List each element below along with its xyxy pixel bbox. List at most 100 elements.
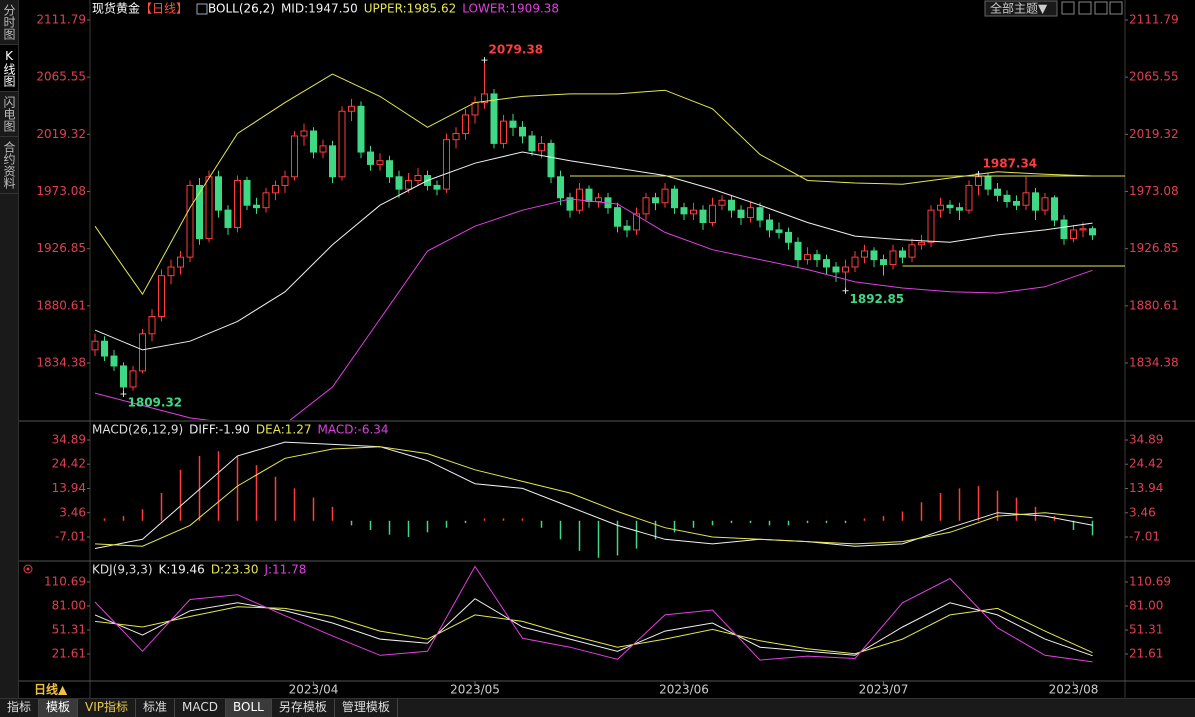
candle-body: [101, 340, 108, 357]
toolbar-icons[interactable]: [1061, 1, 1123, 15]
y-tick-label: 1834.38: [1129, 356, 1179, 370]
legend-text: K:19.46: [159, 563, 205, 577]
extreme-marker: [842, 287, 849, 294]
x-tick-label: 2023/05: [450, 683, 500, 697]
x-tick-label: 2023/08: [1049, 683, 1099, 697]
kdj-icon: [23, 564, 33, 574]
period-button[interactable]: 日线▲: [34, 682, 68, 697]
bottom-tab[interactable]: 管理模板: [335, 699, 398, 717]
y-tick-label: 1880.61: [1129, 298, 1179, 312]
y-tick-label: 81.00: [1129, 598, 1163, 612]
candle-body: [243, 179, 251, 206]
legend-text: BOLL(26,2): [208, 2, 275, 16]
bottom-tab[interactable]: MACD: [175, 699, 227, 717]
theme-button[interactable]: [984, 0, 1058, 17]
candle-body: [880, 259, 887, 266]
side-tab[interactable]: K线图: [0, 45, 18, 92]
candle-body: [1032, 192, 1039, 211]
candle-body: [300, 130, 308, 137]
candle-body: [348, 105, 355, 112]
y-tick-label: 1834.38: [36, 356, 86, 370]
candle-body: [272, 184, 279, 194]
price-panel: [91, 60, 1125, 420]
extreme-label: 1987.34: [983, 156, 1038, 170]
indicator-line: [94, 446, 1093, 547]
candle-body: [224, 209, 232, 228]
bottom-tab[interactable]: VIP指标: [78, 699, 137, 717]
indicator-line: [94, 151, 1093, 351]
side-tab[interactable]: 闪电图: [0, 92, 18, 137]
x-tick-label: 2023/07: [859, 683, 909, 697]
candle-body: [918, 241, 925, 246]
indicator-line: [94, 73, 1093, 296]
legend-text: LOWER:1909.38: [462, 2, 559, 16]
theme-button-label[interactable]: 全部主题▼: [990, 1, 1048, 16]
candle-body: [785, 231, 792, 243]
candle-body: [196, 184, 203, 240]
candle-body: [215, 176, 222, 211]
candle-body: [310, 130, 317, 153]
candle-body: [139, 333, 146, 372]
candle-body: [490, 93, 498, 144]
candle-body: [680, 207, 688, 215]
candle-body: [766, 219, 773, 231]
legend-text: KDJ(9,3,3): [92, 563, 153, 577]
candle-body: [642, 197, 650, 215]
candle-body: [1070, 229, 1077, 240]
y-tick-label: 1973.08: [1129, 184, 1179, 198]
indicator-line: [94, 606, 1093, 655]
candle-body: [509, 120, 517, 128]
legend-text: MID:1947.50: [281, 2, 358, 16]
y-tick-label: 3.46: [59, 505, 86, 519]
legend-text: J:11.78: [263, 563, 306, 577]
indicator-line: [94, 441, 1093, 549]
candle-body: [91, 340, 99, 351]
y-tick-label: 24.42: [52, 457, 86, 471]
bottom-tab[interactable]: 模板: [39, 699, 79, 717]
candle-body: [994, 188, 1001, 196]
candle-body: [671, 188, 678, 209]
candle-body: [262, 192, 270, 209]
legend-text: DEA:1.27: [256, 423, 312, 437]
y-tick-label: 1926.85: [36, 241, 86, 255]
candle-body: [870, 250, 878, 261]
y-tick-label: 13.94: [1129, 481, 1163, 495]
y-tick-label: 2111.79: [36, 13, 86, 27]
bottom-tab[interactable]: 标准: [136, 699, 176, 717]
y-tick-label: 110.69: [44, 575, 86, 589]
candle-body: [129, 370, 137, 388]
candle-body: [690, 209, 697, 215]
legend-text: 现货黄金: [92, 1, 140, 16]
candle-body: [234, 179, 241, 228]
candle-body: [775, 229, 783, 233]
candle-body: [120, 365, 127, 388]
candle-body: [1041, 197, 1049, 211]
candle-body: [338, 110, 346, 178]
candle-body: [291, 135, 298, 178]
candle-body: [1013, 200, 1020, 206]
extreme-marker: [481, 57, 488, 64]
y-tick-label: 51.31: [52, 622, 86, 636]
candle-body: [842, 266, 849, 273]
candle-body: [357, 105, 365, 153]
side-tab[interactable]: 分时图: [0, 0, 18, 45]
overlay: 2111.79 2111.79 2065.55 2065.55 2019.32 2019.…: [36, 1, 1178, 697]
candle-body: [319, 145, 327, 153]
candle-body: [538, 142, 545, 152]
candle-body: [889, 250, 897, 266]
candle-body: [728, 199, 735, 211]
candle-body: [329, 145, 336, 178]
candle-body: [623, 225, 631, 231]
bottom-tab[interactable]: 指标: [0, 699, 40, 717]
y-tick-label: 2065.55: [36, 70, 86, 84]
extreme-label: 1892.85: [850, 292, 905, 306]
side-tab[interactable]: 合约资料: [0, 137, 18, 194]
candle-body: [718, 199, 726, 206]
bottom-tab[interactable]: 另存模板: [272, 699, 335, 717]
macd-panel: [94, 441, 1094, 558]
bottom-tab[interactable]: BOLL: [226, 699, 272, 717]
legend-text: D:23.30: [211, 563, 259, 577]
candle-body: [433, 184, 441, 190]
candle-body: [975, 176, 982, 186]
y-tick-label: 2111.79: [1129, 13, 1179, 27]
